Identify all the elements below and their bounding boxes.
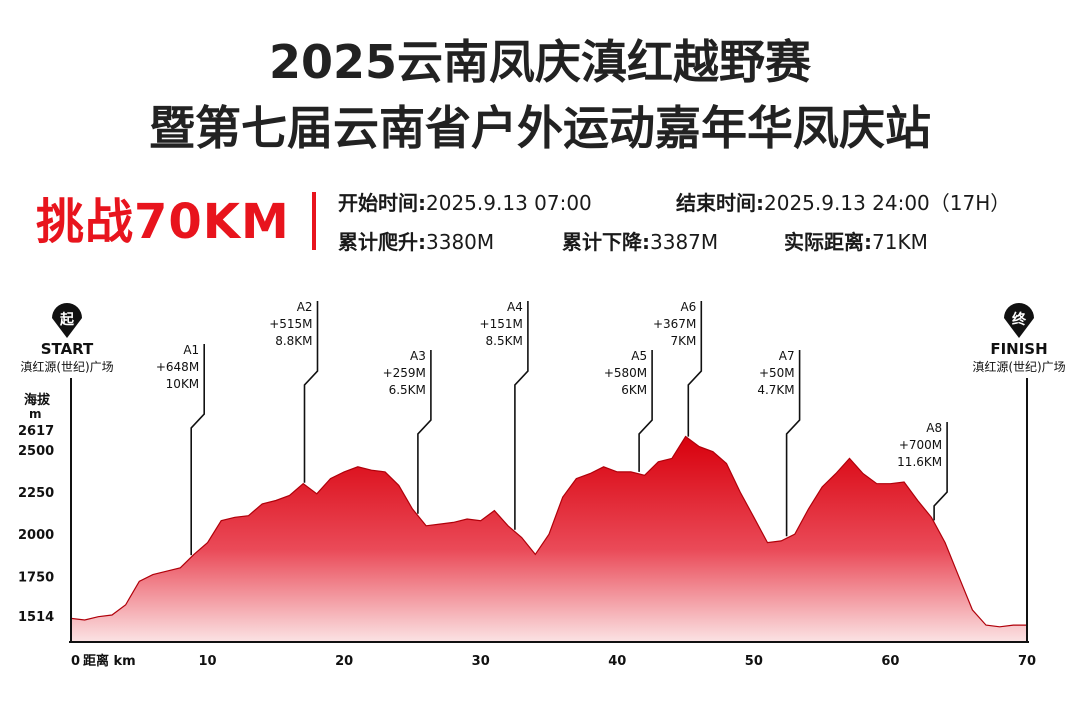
start-time: 开始时间:2025.9.13 07:00	[338, 190, 592, 216]
aid-station-gain: +50M	[759, 366, 795, 380]
start-pin-icon	[52, 303, 82, 338]
elevation-area	[71, 436, 1027, 642]
x-tick-label: 10	[199, 654, 217, 669]
aid-station-gain: +580M	[604, 366, 647, 380]
aid-station-name: A8	[926, 421, 942, 435]
aid-station-distance: 7KM	[670, 334, 696, 348]
start-label: START	[41, 340, 94, 358]
actual-distance: 实际距离:71KM	[784, 229, 928, 255]
x-tick-label: 30	[472, 654, 490, 669]
y-tick-label: 1750	[18, 570, 54, 585]
aid-station-leader	[638, 350, 653, 472]
aid-station-distance: 8.5KM	[486, 334, 523, 348]
elevation-gain-label: 累计爬升:	[338, 230, 426, 254]
aid-station-leader	[303, 301, 319, 483]
aid-station-leader	[933, 422, 948, 521]
start-time-value: 2025.9.13 07:00	[426, 191, 592, 215]
end-time: 结束时间:2025.9.13 24:00（17H）	[676, 190, 1010, 216]
elevation-loss-label: 累计下降:	[562, 230, 650, 254]
aid-station-distance: 11.6KM	[897, 455, 942, 469]
aid-station-gain: +515M	[269, 317, 312, 331]
finish-label: FINISH	[990, 340, 1047, 358]
aid-station-leader	[785, 350, 801, 537]
x-tick-label: 0	[71, 654, 80, 669]
end-time-value: 2025.9.13 24:00（17H）	[764, 191, 1011, 215]
actual-distance-value: 71KM	[872, 230, 928, 254]
y-tick-label: 2617	[18, 424, 54, 439]
aid-station-distance: 6KM	[621, 383, 647, 397]
aid-station-name: A5	[631, 349, 647, 363]
aid-station-leader	[417, 350, 432, 514]
x-tick-label: 20	[335, 654, 353, 669]
finish-pin-glyph: 终	[1012, 311, 1027, 328]
y-axis-unit: m	[29, 407, 42, 421]
finish-pin-icon	[1004, 303, 1034, 338]
elevation-line	[70, 435, 1027, 628]
aid-station-name: A4	[507, 300, 523, 314]
x-axis-label: 距离 km	[83, 653, 136, 669]
elevation-gain-value: 3380M	[426, 230, 495, 254]
divider-bar	[312, 192, 316, 250]
x-tick-label: 60	[881, 654, 899, 669]
aid-station-leader	[190, 344, 205, 556]
elevation-loss-value: 3387M	[650, 230, 719, 254]
elevation-loss: 累计下降:3387M	[562, 229, 718, 255]
aid-station-name: A7	[779, 349, 795, 363]
aid-station-distance: 6.5KM	[389, 383, 426, 397]
y-tick-label: 2000	[18, 528, 54, 543]
title-line-1: 2025云南凤庆滇红越野赛	[268, 35, 812, 89]
title-line-2: 暨第七届云南省户外运动嘉年华凤庆站	[149, 101, 931, 155]
aid-station-gain: +648M	[156, 360, 199, 374]
aid-station-name: A1	[183, 343, 199, 357]
aid-station-gain: +367M	[653, 317, 696, 331]
aid-station-leader	[514, 301, 529, 530]
x-tick-label: 50	[745, 654, 763, 669]
aid-station-name: A3	[410, 349, 426, 363]
aid-station-distance: 4.7KM	[757, 383, 794, 397]
start-pin-glyph: 起	[59, 311, 75, 328]
challenge-distance: 挑战70KM	[36, 194, 290, 250]
y-axis-label: 海拔	[24, 392, 51, 408]
aid-station-gain: +700M	[899, 438, 942, 452]
aid-station-distance: 10KM	[166, 377, 200, 391]
aid-station-leader	[687, 301, 703, 437]
y-tick-label: 2250	[18, 486, 54, 501]
aid-station-distance: 8.8KM	[275, 334, 312, 348]
x-tick-label: 70	[1018, 654, 1036, 669]
finish-place: 滇红源(世纪)广场	[972, 359, 1065, 374]
aid-station-gain: +259M	[383, 366, 426, 380]
start-place: 滇红源(世纪)广场	[20, 359, 113, 374]
aid-station-gain: +151M	[480, 317, 523, 331]
y-tick-label: 1514	[18, 610, 54, 625]
aid-station-name: A2	[297, 300, 313, 314]
elevation-gain: 累计爬升:3380M	[338, 229, 494, 255]
x-tick-label: 40	[608, 654, 626, 669]
y-tick-label: 2500	[18, 444, 54, 459]
end-time-label: 结束时间:	[676, 191, 764, 215]
aid-station-name: A6	[680, 300, 696, 314]
start-time-label: 开始时间:	[338, 191, 426, 215]
actual-distance-label: 实际距离:	[784, 230, 872, 254]
